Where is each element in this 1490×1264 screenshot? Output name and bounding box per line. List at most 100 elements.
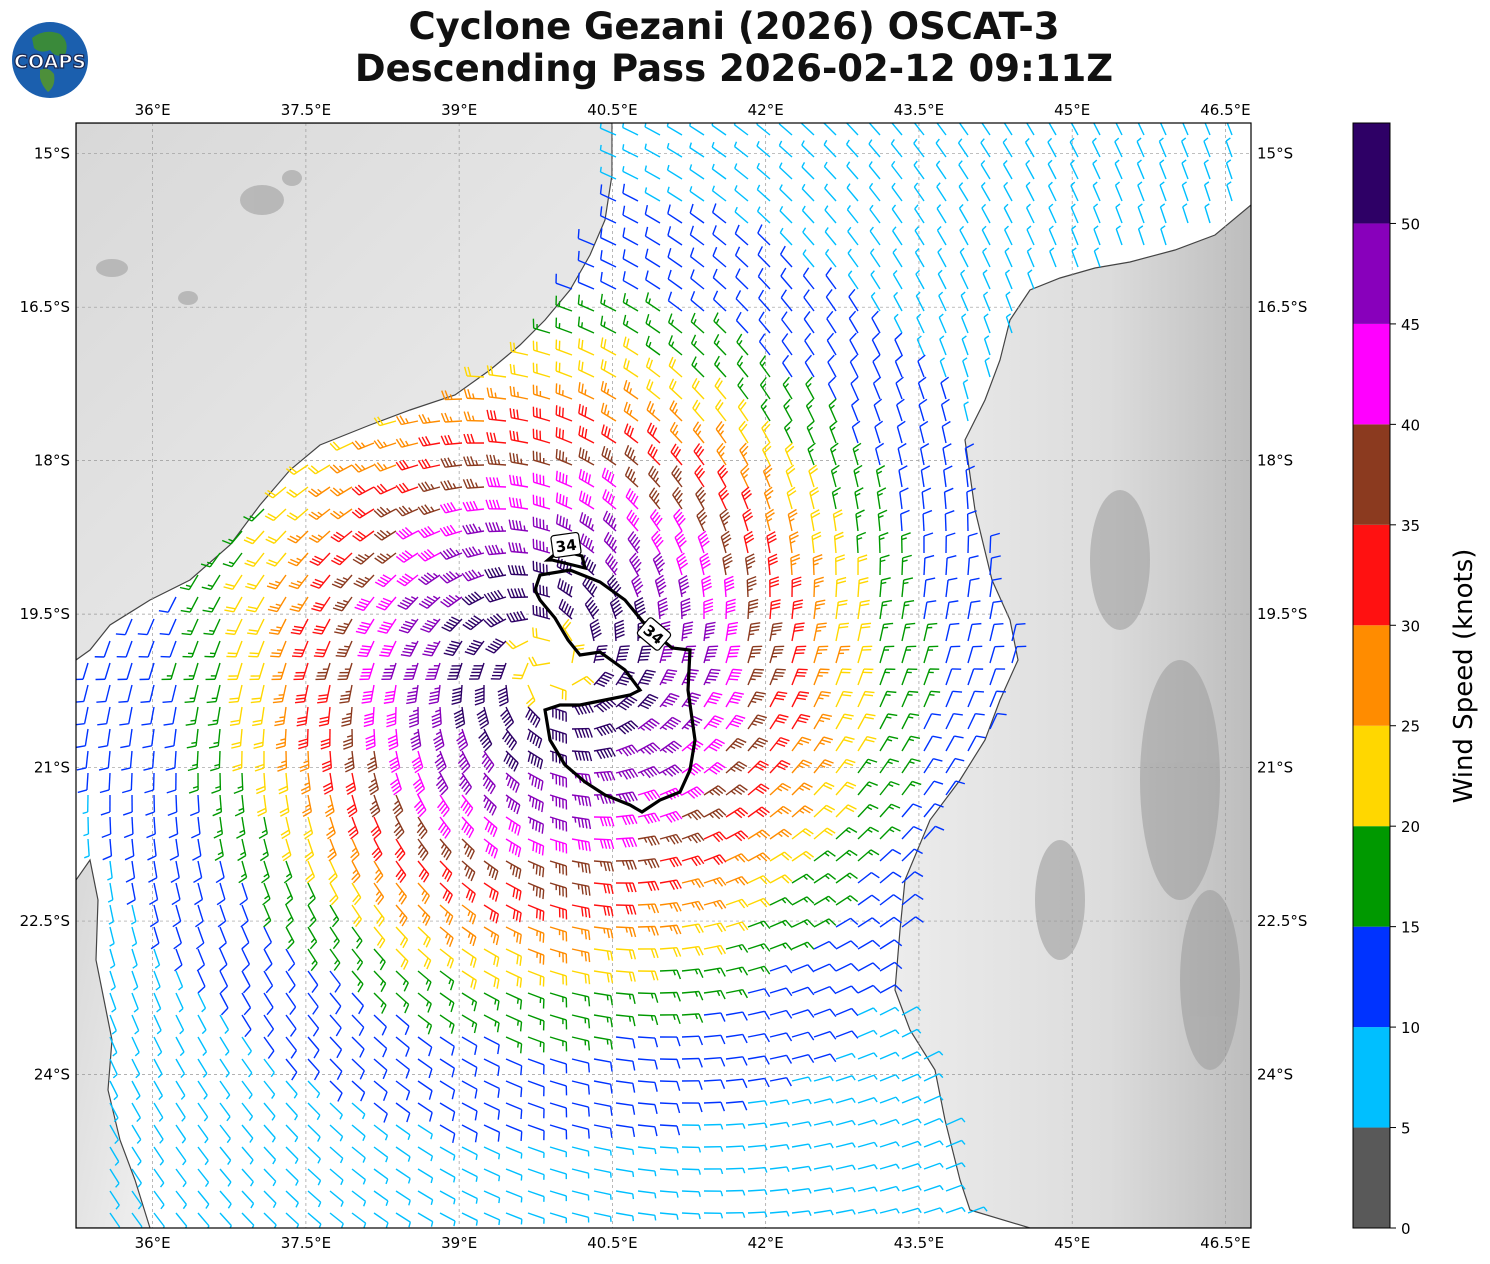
wind-barb: [131, 1102, 141, 1123]
wind-barb: [813, 1008, 837, 1017]
wind-barb: [812, 554, 823, 576]
wind-barb: [637, 835, 660, 846]
wind-barb: [828, 398, 837, 422]
wind-barb: [874, 420, 884, 444]
wind-barb: [351, 992, 364, 1015]
wind-barb: [945, 577, 958, 598]
wind-barb: [980, 160, 991, 180]
wind-barb: [667, 204, 683, 224]
wind-barb: [989, 622, 1004, 642]
wind-barb: [637, 1124, 658, 1137]
wind-barb: [462, 523, 485, 535]
wind-barb: [408, 706, 419, 728]
wind-barb: [109, 1080, 119, 1101]
wind-barb: [703, 1123, 724, 1130]
wind-barb: [622, 292, 639, 312]
wind-barb: [431, 706, 442, 729]
wind-barb: [353, 574, 375, 588]
wind-barb: [417, 970, 432, 992]
wind-barb: [637, 1190, 657, 1199]
wind-barb: [901, 668, 918, 686]
wind-barb: [852, 442, 862, 466]
wind-barb: [1048, 123, 1057, 136]
wind-barb: [593, 882, 614, 895]
wind-barb: [734, 224, 749, 246]
wind-barb: [712, 268, 727, 290]
wind-barb: [671, 465, 683, 488]
wind-barb: [502, 728, 518, 751]
wind-barb: [461, 1168, 478, 1182]
wind-barb: [713, 312, 727, 334]
wind-barb: [791, 599, 804, 620]
wind-barb: [285, 1102, 298, 1121]
wind-barb: [363, 706, 375, 728]
wind-barb: [175, 1212, 188, 1228]
wind-barb: [474, 684, 485, 706]
wind-barb: [681, 945, 704, 956]
wind-barb: [1005, 313, 1013, 334]
wind-barb: [725, 988, 748, 999]
wind-barb: [508, 497, 529, 510]
wind-barb: [509, 430, 529, 444]
wind-barb: [945, 554, 957, 576]
wind-barb: [149, 904, 159, 928]
colorbar-tick-label: 30: [1401, 617, 1420, 635]
wind-barb: [174, 948, 183, 972]
wind-barb: [486, 432, 507, 444]
wind-barb: [289, 596, 309, 613]
wind-barb: [505, 1014, 523, 1032]
wind-barb: [923, 622, 938, 642]
wind-barb: [549, 882, 568, 898]
wind-barb: [879, 1029, 900, 1038]
wind-barb: [923, 645, 939, 664]
wind-barb: [441, 616, 463, 632]
wind-barb: [183, 662, 199, 681]
wind-barb: [558, 598, 575, 620]
wind-barb: [609, 596, 624, 620]
wind-barb: [329, 1058, 343, 1080]
wind-barb: [835, 895, 859, 906]
wind-barb: [1203, 137, 1211, 158]
wind-barb: [791, 576, 802, 598]
wind-barb: [637, 1102, 658, 1115]
wind-barb: [791, 713, 811, 730]
wind-barb: [102, 838, 113, 861]
wind-barb: [593, 1124, 613, 1138]
wind-barb: [571, 948, 591, 963]
wind-barb: [891, 123, 903, 136]
wind-barb: [857, 735, 877, 752]
wind-barb: [719, 508, 731, 532]
wind-barb: [711, 123, 727, 136]
wind-barb: [266, 574, 287, 590]
wind-barb: [271, 662, 287, 681]
wind-barb: [900, 532, 911, 554]
wind-barb: [243, 508, 265, 522]
colorbar-bin: [1353, 725, 1390, 827]
wind-barb: [571, 1102, 590, 1117]
wind-barb: [835, 1164, 856, 1171]
wind-barb: [223, 574, 243, 590]
wind-barb: [835, 940, 859, 950]
wind-barb: [389, 772, 402, 796]
wind-barb: [417, 1168, 434, 1184]
wind-barb: [711, 203, 727, 224]
wind-barb: [845, 139, 859, 158]
wind-barb: [483, 589, 507, 603]
wind-barb: [145, 794, 156, 816]
wind-barb: [870, 292, 881, 312]
wind-barb: [1071, 247, 1079, 268]
wind-barb: [557, 578, 573, 598]
wind-barb: [893, 291, 903, 312]
lat-tick-label-right: 19.5°S: [1257, 605, 1307, 623]
wind-barb: [109, 992, 117, 1013]
wind-barb: [835, 872, 858, 884]
wind-barb: [703, 922, 727, 933]
wind-barb: [417, 1102, 433, 1122]
wind-barb: [593, 1036, 613, 1050]
wind-barb: [703, 876, 727, 887]
wind-barb: [791, 1098, 812, 1105]
wind-barb: [757, 246, 771, 268]
wind-barb: [153, 1102, 164, 1122]
wind-barb: [286, 486, 309, 498]
wind-barb: [829, 442, 839, 466]
